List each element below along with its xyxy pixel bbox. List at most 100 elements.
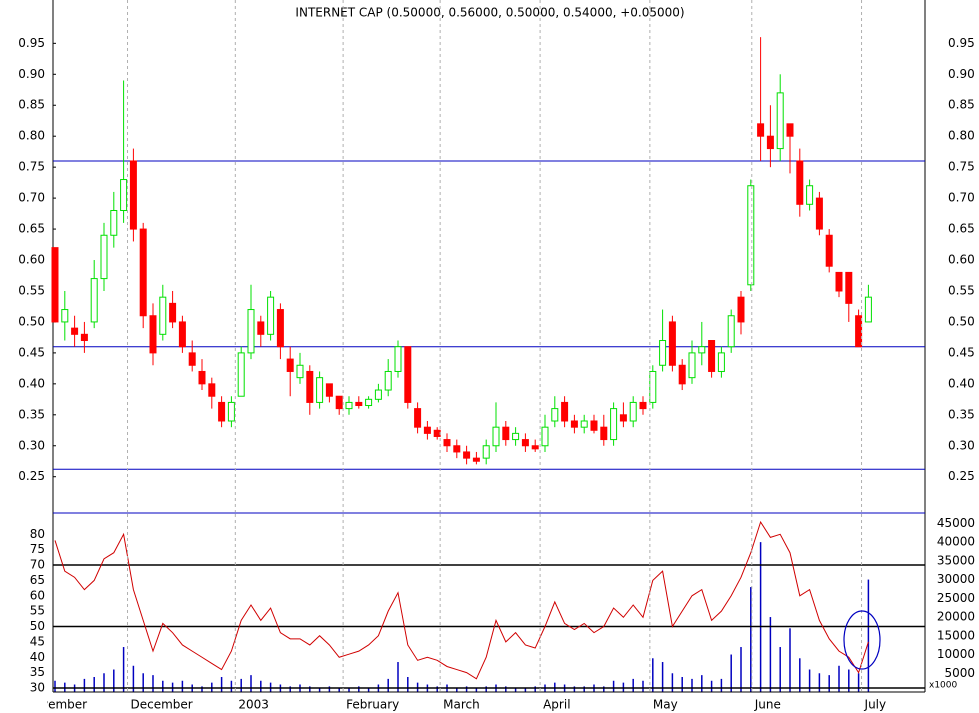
y2-tick-label: 40000: [937, 535, 975, 549]
candle-body: [482, 445, 490, 459]
candle-body: [129, 160, 137, 230]
candle-body: [139, 228, 147, 317]
y-tick-label: 0.35: [18, 407, 45, 421]
y-tick-label-right: 0.65: [948, 222, 975, 236]
y-tick-label: 80: [30, 527, 45, 541]
candle-body: [365, 398, 373, 407]
y2-tick-label: 5000: [944, 666, 975, 680]
candle-body: [453, 445, 461, 453]
candle-body: [766, 135, 774, 150]
candle-body: [227, 401, 235, 422]
y2-tick-label: 15000: [937, 628, 975, 642]
y-tick-label-right: 0.60: [948, 253, 975, 267]
candle-body: [71, 327, 79, 335]
y-tick-label-right: 0.50: [948, 314, 975, 328]
y-tick-label: 0.25: [18, 469, 45, 483]
candle-body: [845, 271, 853, 304]
y-tick-label: 75: [30, 542, 45, 556]
candle-body: [61, 309, 69, 323]
y-tick-label: 0.90: [18, 67, 45, 81]
candle-body: [188, 352, 196, 366]
y-tick-label: 0.50: [18, 314, 45, 328]
candle-body: [345, 401, 353, 410]
y-tick-label: 0.95: [18, 36, 45, 50]
candle-body: [610, 408, 618, 441]
candle-body: [443, 439, 451, 447]
candle-body: [806, 185, 814, 205]
candle-body: [149, 315, 157, 354]
y-tick-label-right: 0.30: [948, 438, 975, 452]
candle-body: [649, 370, 657, 403]
candle-body: [825, 234, 833, 267]
candle-body: [600, 426, 608, 441]
candle-body: [747, 185, 755, 286]
candle-body: [433, 429, 441, 437]
y-tick-label: 65: [30, 573, 45, 587]
y-tick-label: 0.60: [18, 253, 45, 267]
y-tick-label-right: 0.45: [948, 345, 975, 359]
x-tick-label: June: [754, 698, 781, 712]
candle-body: [629, 401, 637, 422]
candle-body: [864, 296, 872, 323]
y-tick-label-right: 0.85: [948, 98, 975, 112]
candle-body: [218, 401, 226, 422]
candle-body: [717, 352, 725, 372]
annotation-ellipse: [843, 610, 881, 670]
candle-body: [639, 401, 647, 410]
candle-body: [80, 333, 88, 342]
y-tick-label: 0.30: [18, 438, 45, 452]
candle-body: [355, 401, 363, 407]
y-tick-label-right: 0.25: [948, 469, 975, 483]
x-tick-label: April: [543, 698, 570, 712]
candle-body: [737, 296, 745, 323]
chart-title: INTERNET CAP (0.50000, 0.56000, 0.50000,…: [295, 6, 684, 20]
candle-body: [678, 364, 686, 385]
candle-body: [159, 296, 167, 335]
candle-body: [855, 315, 863, 348]
candle-body: [257, 321, 265, 335]
candle-body: [708, 340, 716, 372]
x-tick-label: 2003: [238, 698, 269, 712]
y-tick-label: 35: [30, 665, 45, 679]
candle-body: [286, 358, 294, 372]
y-tick-label: 55: [30, 604, 45, 618]
candle-body: [384, 370, 392, 391]
candle-body: [521, 439, 529, 447]
candle-body: [110, 209, 118, 236]
candle-body: [835, 271, 843, 292]
candle-body: [414, 408, 422, 428]
y-tick-label-right: 0.80: [948, 129, 975, 143]
candle-body: [169, 302, 177, 323]
candle-body: [492, 426, 500, 447]
y-tick-label: 0.85: [18, 98, 45, 112]
candle-body: [267, 296, 275, 335]
y-tick-label-right: 0.55: [948, 283, 975, 297]
candle-body: [306, 370, 314, 403]
candle-body: [198, 370, 206, 385]
candle-body: [757, 123, 765, 137]
candle-body: [590, 420, 598, 431]
x-axis-labels: November December 2003 February March April Ma…: [25, 698, 886, 712]
y-tick-label: 30: [30, 681, 45, 695]
candle-body: [531, 445, 539, 450]
candle-body: [815, 197, 823, 230]
x-tick-label: December: [131, 698, 193, 712]
candle-body: [404, 346, 412, 403]
candle-body: [237, 352, 245, 397]
candle-body: [796, 160, 804, 205]
candle-body: [659, 340, 667, 366]
candle-body: [776, 92, 784, 150]
y-tick-label-right: 0.90: [948, 67, 975, 81]
y2-tick-label: 35000: [937, 553, 975, 567]
candle-body: [561, 401, 569, 422]
candle-body: [316, 377, 324, 403]
y-tick-label: 0.40: [18, 376, 45, 390]
candle-body: [208, 383, 216, 397]
candle-body: [296, 364, 304, 379]
y-tick-label-right: 0.35: [948, 407, 975, 421]
y-tick-label: 0.55: [18, 283, 45, 297]
y2-tick-label: 20000: [937, 610, 975, 624]
x-tick-label: November: [25, 698, 87, 712]
